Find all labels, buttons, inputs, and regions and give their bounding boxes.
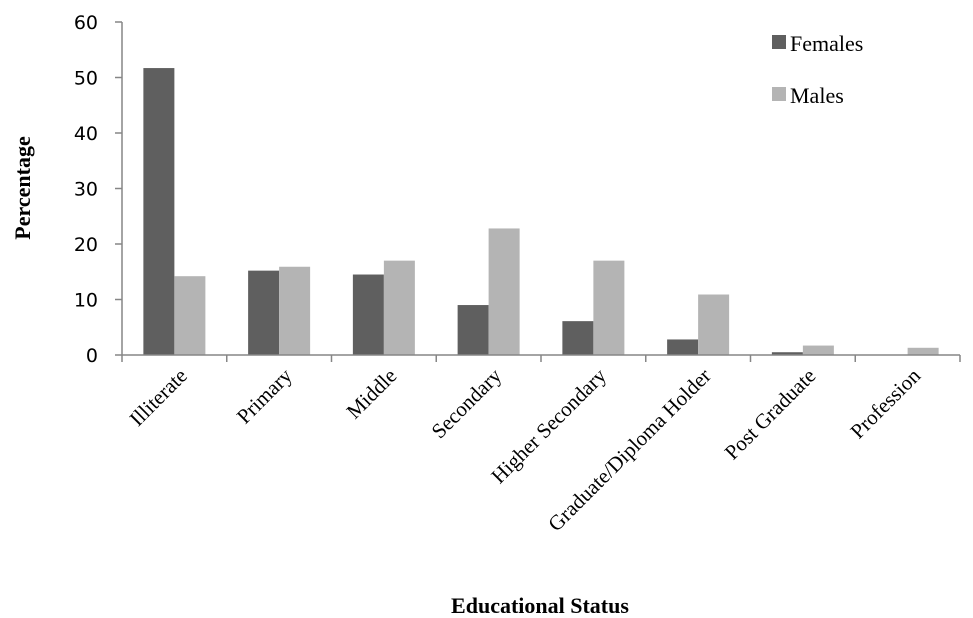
bar-females-5 (667, 339, 699, 355)
bar-males-7 (907, 347, 939, 355)
y-axis-title: Percentage (10, 136, 35, 240)
bar-males-1 (279, 266, 311, 355)
bar-males-4 (593, 260, 625, 355)
x-category-label: Primary (232, 363, 297, 428)
bar-females-6 (771, 352, 803, 355)
y-ticks-group: 0 10 20 30 40 50 60 (74, 12, 122, 367)
bar-females-1 (248, 270, 280, 355)
legend-swatch-males (772, 87, 786, 101)
y-tick-label: 60 (74, 12, 98, 34)
y-tick-label: 50 (74, 68, 98, 90)
bar-females-3 (457, 305, 489, 355)
legend-swatch-females (772, 35, 786, 49)
bar-males-3 (488, 228, 520, 355)
y-tick-label: 30 (74, 179, 98, 201)
x-axis-title: Educational Status (451, 593, 629, 618)
x-category-label: Secondary (427, 363, 507, 443)
x-category-label: Profession (845, 363, 925, 443)
y-tick-label: 10 (74, 290, 98, 312)
bar-males-0 (174, 276, 206, 355)
legend-label-females: Females (790, 31, 863, 56)
bar-females-2 (352, 274, 384, 355)
bar-females-4 (562, 321, 594, 355)
x-category-label: Illiterate (125, 364, 192, 431)
bar-females-0 (143, 68, 175, 355)
x-category-label: Middle (342, 364, 402, 424)
bar-males-6 (802, 345, 834, 355)
y-tick-label: 40 (74, 123, 98, 145)
bar-males-5 (698, 294, 730, 355)
y-tick-label: 0 (86, 345, 98, 367)
bars-group (143, 68, 939, 355)
bar-males-2 (383, 260, 415, 355)
x-category-label: Post Graduate (720, 364, 821, 465)
y-tick-label: 20 (74, 234, 98, 256)
legend-label-males: Males (790, 83, 844, 108)
legend: Females Males (772, 31, 863, 108)
